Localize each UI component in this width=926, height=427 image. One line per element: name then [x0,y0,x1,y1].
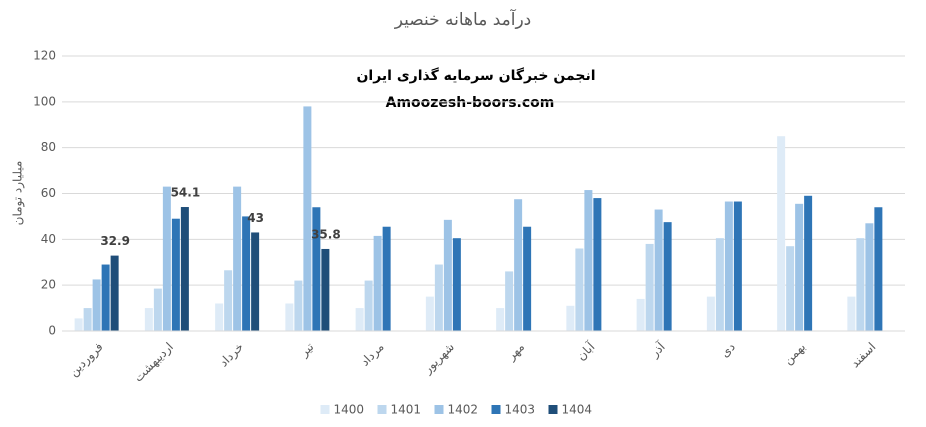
bar [654,209,663,331]
bar [303,106,312,332]
bar [373,235,382,331]
x-tick-label: اسفند [848,340,879,371]
data-label: 54.1 [171,186,201,200]
bar [74,318,83,331]
data-label: 35.8 [311,227,341,241]
y-tick-label: 120 [33,49,56,63]
x-tick-label: مرداد [358,340,388,370]
bar [215,303,224,331]
bar [804,195,813,331]
bar [101,264,110,331]
legend-label: 1401 [391,403,422,417]
x-tick-label: اردیبهشت [131,340,177,386]
legend-label: 1403 [505,403,536,417]
bar [321,248,330,331]
bar [715,238,724,331]
x-tick-label: آبان [573,339,598,364]
bar [856,238,865,331]
chart-title: درآمد ماهانه خنصیر [394,8,532,30]
bar [505,271,514,331]
legend-label: 1402 [448,403,479,417]
y-tick-label: 0 [48,324,56,338]
bar [285,303,294,331]
bar [144,308,153,331]
bar [162,186,171,331]
bar [355,308,364,331]
bar [496,308,505,331]
annotation: Amoozesh-boors.com [386,95,555,111]
x-tick-label: فروردین [66,340,106,380]
data-label: 32.9 [100,234,130,248]
legend-label: 1404 [562,403,593,417]
bar [706,296,715,331]
legend-swatch [377,405,387,414]
bar [92,279,101,331]
bar [171,218,180,331]
annotation: انجمن خبرگان سرمایه گذاری ایران [356,67,595,84]
bar [575,248,584,331]
legend-swatch [548,405,558,414]
bar [251,232,260,331]
bar [312,207,321,331]
bar [382,226,391,331]
legend-label: 1400 [334,403,365,417]
bar [865,223,874,331]
bar [795,203,804,331]
x-tick-label: شهریور [420,340,458,378]
bar [786,246,795,331]
bar [566,305,575,331]
bar [636,298,645,331]
y-tick-label: 80 [41,140,56,154]
bar [523,226,532,331]
bar [242,216,251,331]
x-tick-label: دی [718,340,738,360]
y-axis-label: میلیارد تومان [11,161,26,226]
bar [83,308,92,331]
bar [645,243,654,331]
bar [663,222,672,331]
x-tick-label: بهمن [781,340,809,368]
y-tick-label: 20 [41,278,56,292]
bar [294,280,303,331]
bar [874,207,883,331]
legend-swatch [491,405,501,414]
bar [847,296,856,331]
y-tick-label: 100 [33,94,56,108]
bar [224,270,233,331]
bar [724,201,733,331]
x-tick-label: آذر [646,339,669,362]
bar [110,255,119,331]
bar [153,288,162,331]
x-tick-label: تیر [296,340,317,361]
x-tick-label: خرداد [216,340,246,370]
bar [733,201,742,331]
y-tick-label: 60 [41,186,56,200]
bar [452,238,461,331]
bar [425,296,434,331]
bar [434,264,443,331]
bar [593,198,602,331]
bar [364,280,373,331]
bar [180,207,189,331]
bar [777,136,786,331]
bar [584,190,593,331]
data-label: 43 [247,211,264,225]
bar [233,186,242,331]
bar [514,199,523,331]
x-tick-label: مهر [503,340,527,364]
legend-swatch [434,405,444,414]
y-tick-label: 40 [41,232,56,246]
bar [443,219,452,331]
legend-swatch [320,405,330,414]
